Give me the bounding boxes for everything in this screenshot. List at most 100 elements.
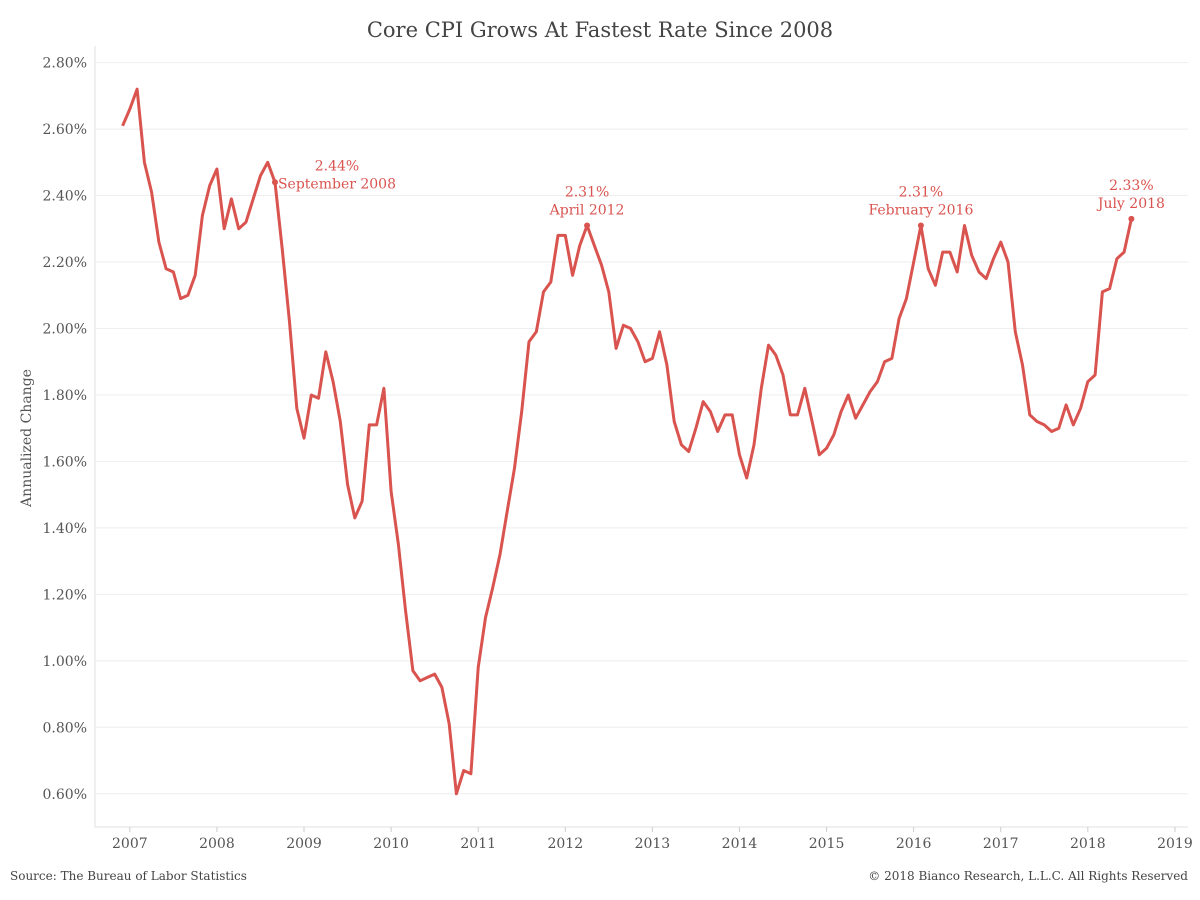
data-point [593,244,596,247]
data-point [1115,257,1118,260]
data-point [317,397,320,400]
data-point [694,427,697,430]
x-tick-label: 2010 [373,836,409,852]
data-point [927,267,930,270]
data-point [724,413,727,416]
data-point [615,347,618,350]
data-point [440,686,443,689]
data-point [288,320,291,323]
data-point [1036,420,1039,423]
data-point [223,227,226,230]
data-point [237,227,240,230]
y-tick-label: 2.00% [43,321,87,337]
data-point [709,410,712,413]
data-point [477,666,480,669]
data-point [353,516,356,519]
y-tick-label: 0.60% [43,787,87,803]
y-tick-label: 2.60% [43,122,87,138]
data-point [404,610,407,613]
data-point [883,360,886,363]
data-point [382,387,385,390]
x-tick-label: 2015 [809,836,845,852]
data-point [346,483,349,486]
data-point [760,387,763,390]
annotation-marker [1128,215,1135,222]
data-point [578,244,581,247]
annotation-marker [917,222,924,229]
data-point [397,543,400,546]
data-point [455,792,458,795]
y-tick-label: 2.40% [43,189,87,205]
data-point [832,433,835,436]
data-point [600,264,603,267]
data-point [999,241,1002,244]
source-note: Source: The Bureau of Labor Statistics [10,869,247,883]
x-tick-label: 2011 [460,836,496,852]
data-point [535,330,538,333]
y-tick-labels: 0.60% 0.80% 1.00% 1.20% 1.40% 1.60% 1.80% 2.00%… [43,56,87,803]
y-tick-label: 1.40% [43,521,87,537]
data-point [774,354,777,357]
data-point [339,420,342,423]
data-point [890,357,893,360]
data-point [789,413,792,416]
data-point [215,168,218,171]
annotation-value: 2.31% [899,184,943,200]
data-point [745,477,748,480]
data-point [259,174,262,177]
data-point [673,420,676,423]
data-point [469,772,472,775]
data-point [622,324,625,327]
data-point [629,327,632,330]
data-point [201,214,204,217]
data-point [165,267,168,270]
data-point [912,261,915,264]
data-point [245,221,248,224]
data-point [782,374,785,377]
data-point [970,254,973,257]
data-point [179,297,182,300]
data-point [992,257,995,260]
copyright-note: © 2018 Bianco Research, L.L.C. All Right… [868,869,1188,883]
data-point [121,124,124,127]
data-point [390,490,393,493]
data-point [753,443,756,446]
y-tick-label: 1.80% [43,388,87,404]
data-point [303,437,306,440]
data-point [934,284,937,287]
data-point [1123,251,1126,254]
data-point [702,400,705,403]
data-point [840,410,843,413]
data-point [767,344,770,347]
data-point [825,447,828,450]
data-point [136,88,139,91]
data-point [803,387,806,390]
data-point [658,330,661,333]
data-point [716,430,719,433]
x-tick-label: 2016 [896,836,932,852]
data-point [1065,403,1068,406]
data-point [310,394,313,397]
series-line [121,87,1133,796]
data-point [281,247,284,250]
data-point [361,500,364,503]
data-point [252,197,255,200]
data-point [484,616,487,619]
x-tick-label: 2014 [722,836,758,852]
data-point [433,673,436,676]
x-tick-label: 2009 [286,836,322,852]
data-point [948,251,951,254]
data-point [448,723,451,726]
data-point [143,161,146,164]
data-point [731,413,734,416]
data-point [499,553,502,556]
data-point [194,274,197,277]
y-tick-label: 2.20% [43,255,87,271]
data-point [687,450,690,453]
data-point [861,403,864,406]
data-point [419,679,422,682]
data-point [811,420,814,423]
data-point [150,191,153,194]
x-tick-labels: 2007 2008 2009 2010 2011 2012 2013 2014 2015 2016… [112,836,1193,852]
